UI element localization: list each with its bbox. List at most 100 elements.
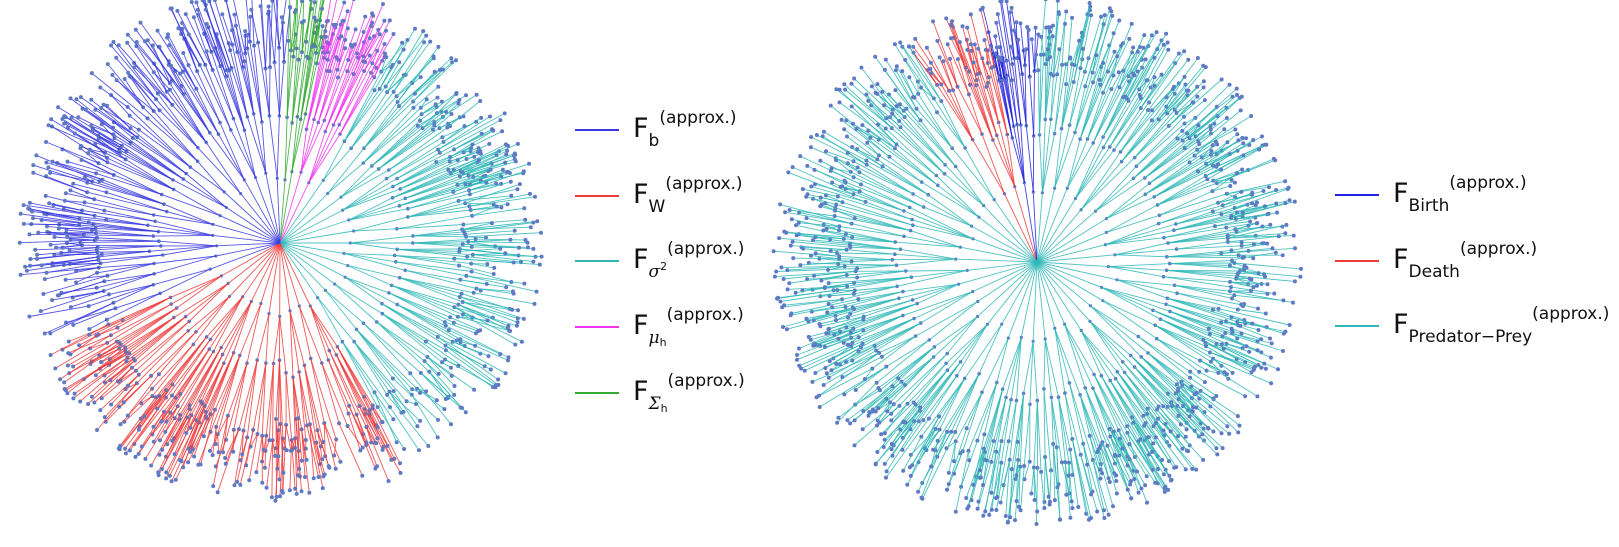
tree-edge: [65, 352, 127, 391]
tree-edge: [1036, 261, 1056, 329]
tree-edge: [311, 17, 316, 47]
tree-edge: [1134, 109, 1176, 158]
tree-leaf: [155, 406, 160, 411]
tree-edge: [978, 324, 1003, 374]
tree-edge: [796, 337, 852, 361]
tree-leaf: [966, 504, 971, 509]
tree-leaf: [1292, 279, 1297, 284]
tree-leaf: [1221, 346, 1226, 351]
tree-leaf: [48, 331, 53, 336]
tree-edge: [118, 44, 173, 106]
tree-edge: [233, 363, 248, 430]
tree-edge: [162, 245, 217, 256]
tree-edge: [337, 29, 357, 78]
tree-edge: [1231, 243, 1268, 251]
tree-edge: [37, 249, 97, 256]
tree-edge: [1138, 441, 1169, 491]
tree-edge: [340, 169, 390, 198]
tree-edge: [364, 409, 401, 474]
tree-edge: [1178, 398, 1193, 412]
tree-edge: [185, 283, 229, 317]
tree-edge: [445, 349, 496, 386]
tree-edge: [1064, 392, 1082, 455]
tree-leaf: [1232, 180, 1237, 185]
tree-leaf: [78, 399, 83, 404]
tree-edge: [1216, 182, 1235, 184]
tree-leaf: [126, 383, 130, 388]
tree-edge: [457, 316, 511, 332]
tree-edge: [814, 183, 854, 195]
tree-leaf: [1249, 114, 1254, 118]
tree-leaf: [1209, 149, 1214, 153]
tree-leaf: [105, 62, 110, 67]
tree-edge: [265, 313, 270, 364]
tree-leaf: [63, 191, 68, 196]
tree-edge: [922, 375, 958, 421]
tree-edge: [356, 31, 365, 54]
tree-edge: [328, 350, 358, 415]
tree-leaf: [169, 479, 174, 484]
tree-edge: [271, 440, 274, 498]
tree-leaf: [375, 436, 380, 441]
tree-edge: [457, 143, 490, 161]
tree-edge: [935, 378, 966, 430]
tree-edge: [452, 341, 489, 357]
tree-edge: [297, 418, 303, 461]
tree-edge: [1214, 212, 1278, 227]
tree-edge: [947, 324, 988, 371]
tree-leaf: [488, 114, 492, 119]
tree-leaf: [1046, 25, 1051, 30]
tree-leaf: [382, 18, 387, 23]
tree-leaf: [72, 391, 77, 396]
tree-leaf: [994, 508, 999, 512]
tree-leaf: [68, 188, 73, 193]
tree-leaf: [277, 477, 282, 482]
tree-edge: [863, 299, 913, 318]
tree-edge: [397, 46, 439, 103]
tree-edge: [91, 229, 154, 237]
tree-edge: [878, 139, 939, 186]
tree-edge: [1166, 66, 1207, 114]
tree-edge: [1182, 405, 1204, 429]
tree-edge: [1016, 124, 1025, 183]
tree-edge: [1043, 456, 1046, 503]
tree-edge: [253, 45, 263, 123]
tree-edge: [153, 110, 198, 162]
tree-leaf: [166, 32, 170, 37]
tree-edge: [214, 0, 231, 51]
tree-edge: [831, 167, 851, 173]
tree-edge: [233, 118, 256, 178]
tree-edge: [1168, 79, 1222, 127]
tree-edge: [1122, 35, 1153, 98]
tree-leaf: [204, 49, 209, 54]
tree-edge: [458, 195, 512, 202]
tree-edge: [885, 356, 934, 400]
tree-leaf: [1018, 508, 1023, 513]
tree-edge: [952, 26, 967, 68]
tree-edge: [231, 44, 248, 117]
tree-edge: [1013, 58, 1022, 126]
tree-leaf: [533, 194, 537, 199]
tree-edge: [784, 298, 843, 306]
tree-edge: [1106, 193, 1146, 219]
tree-edge: [348, 197, 393, 221]
tree-edge: [1114, 242, 1169, 256]
tree-edge: [1198, 371, 1246, 397]
tree-edge: [819, 317, 849, 325]
tree-edge: [124, 384, 173, 449]
tree-leaf: [273, 498, 278, 503]
tree-leaf: [216, 450, 221, 455]
tree-edge: [1096, 451, 1114, 507]
tree-edge: [350, 91, 394, 149]
tree-edge: [999, 47, 1006, 79]
tree-edge: [882, 166, 929, 196]
tree-leaf: [98, 85, 103, 90]
tree-leaf: [852, 443, 857, 448]
tree-edge: [323, 423, 326, 457]
tree-edge: [815, 252, 840, 257]
tree-edge: [1237, 309, 1266, 314]
tree-leaf: [1267, 185, 1271, 190]
tree-edge: [169, 405, 206, 476]
tree-leaf: [1070, 506, 1075, 511]
tree-edge: [142, 107, 198, 162]
